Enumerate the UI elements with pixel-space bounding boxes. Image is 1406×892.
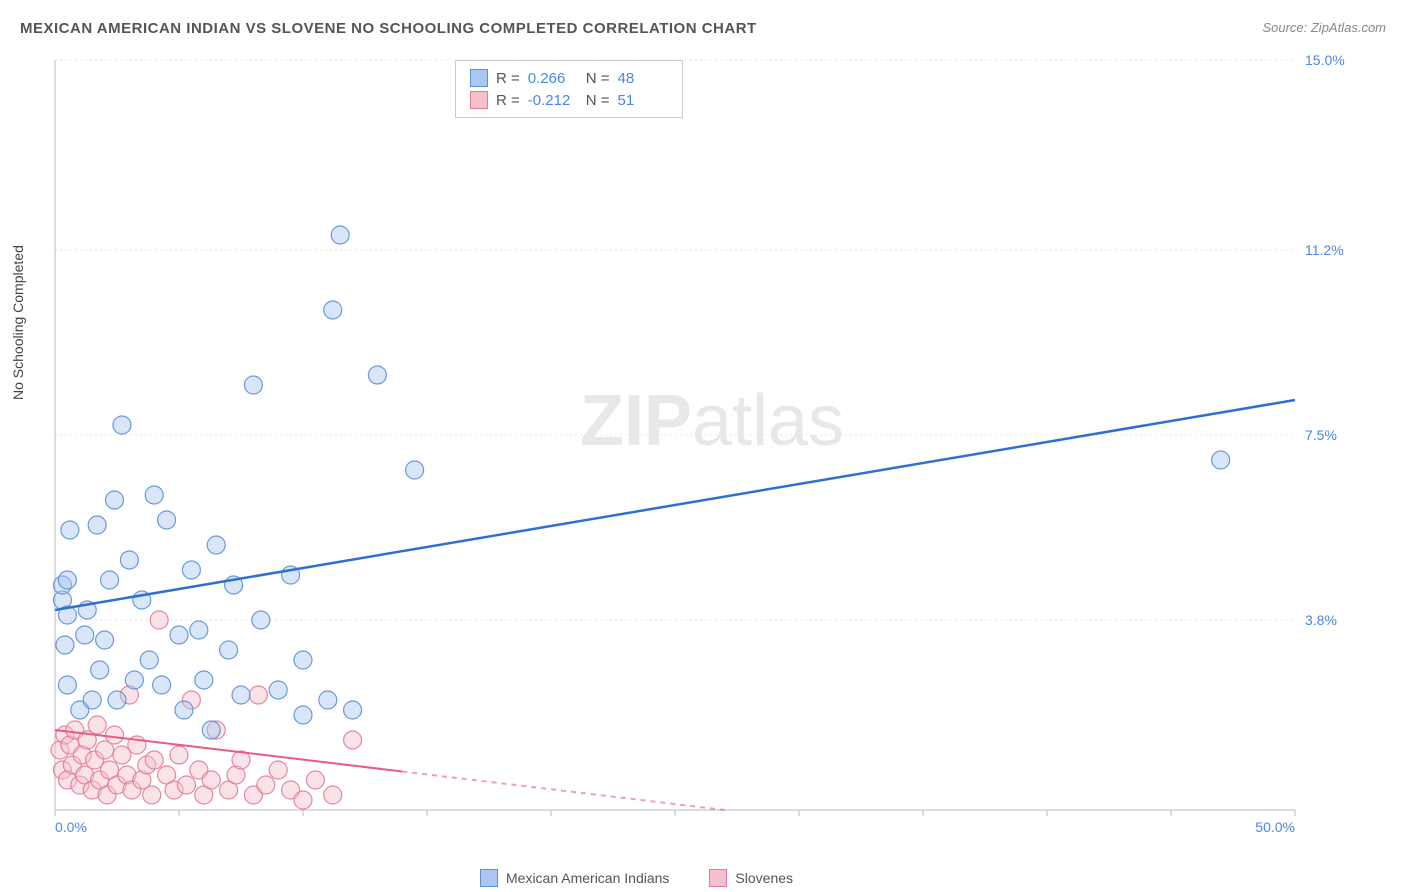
stats-n-value-1: 51: [618, 92, 668, 109]
y-axis-label: No Schooling Completed: [10, 245, 26, 400]
svg-text:50.0%: 50.0%: [1255, 819, 1295, 835]
stats-r-value-0: 0.266: [528, 70, 578, 87]
chart-title: MEXICAN AMERICAN INDIAN VS SLOVENE NO SC…: [20, 20, 757, 37]
scatter-plot: 3.8% 7.5% 11.2% 15.0% 0.0% 50.0%: [50, 55, 1360, 840]
stats-row-0: R = 0.266 N = 48: [470, 67, 668, 89]
legend-label-0: Mexican American Indians: [506, 870, 669, 886]
stats-r-label-0: R =: [496, 70, 520, 87]
svg-text:3.8%: 3.8%: [1305, 612, 1337, 628]
chart-area: 3.8% 7.5% 11.2% 15.0% 0.0% 50.0%: [50, 55, 1360, 840]
svg-text:0.0%: 0.0%: [55, 819, 87, 835]
stats-row-1: R = -0.212 N = 51: [470, 89, 668, 111]
legend-item-1: Slovenes: [709, 869, 793, 887]
stats-swatch-0: [470, 69, 488, 87]
bottom-legend: Mexican American Indians Slovenes: [480, 869, 793, 887]
stats-r-value-1: -0.212: [528, 92, 578, 109]
stats-n-value-0: 48: [618, 70, 668, 87]
stats-box: R = 0.266 N = 48 R = -0.212 N = 51: [455, 60, 683, 118]
source-attribution: Source: ZipAtlas.com: [1262, 20, 1386, 35]
stats-r-label-1: R =: [496, 92, 520, 109]
svg-text:11.2%: 11.2%: [1305, 242, 1344, 258]
stats-n-label-0: N =: [586, 70, 610, 87]
legend-swatch-0: [480, 869, 498, 887]
legend-label-1: Slovenes: [735, 870, 793, 886]
legend-swatch-1: [709, 869, 727, 887]
svg-text:7.5%: 7.5%: [1305, 427, 1337, 443]
stats-swatch-1: [470, 91, 488, 109]
chart-container: MEXICAN AMERICAN INDIAN VS SLOVENE NO SC…: [0, 0, 1406, 892]
stats-n-label-1: N =: [586, 92, 610, 109]
svg-text:15.0%: 15.0%: [1305, 55, 1345, 68]
legend-item-0: Mexican American Indians: [480, 869, 669, 887]
